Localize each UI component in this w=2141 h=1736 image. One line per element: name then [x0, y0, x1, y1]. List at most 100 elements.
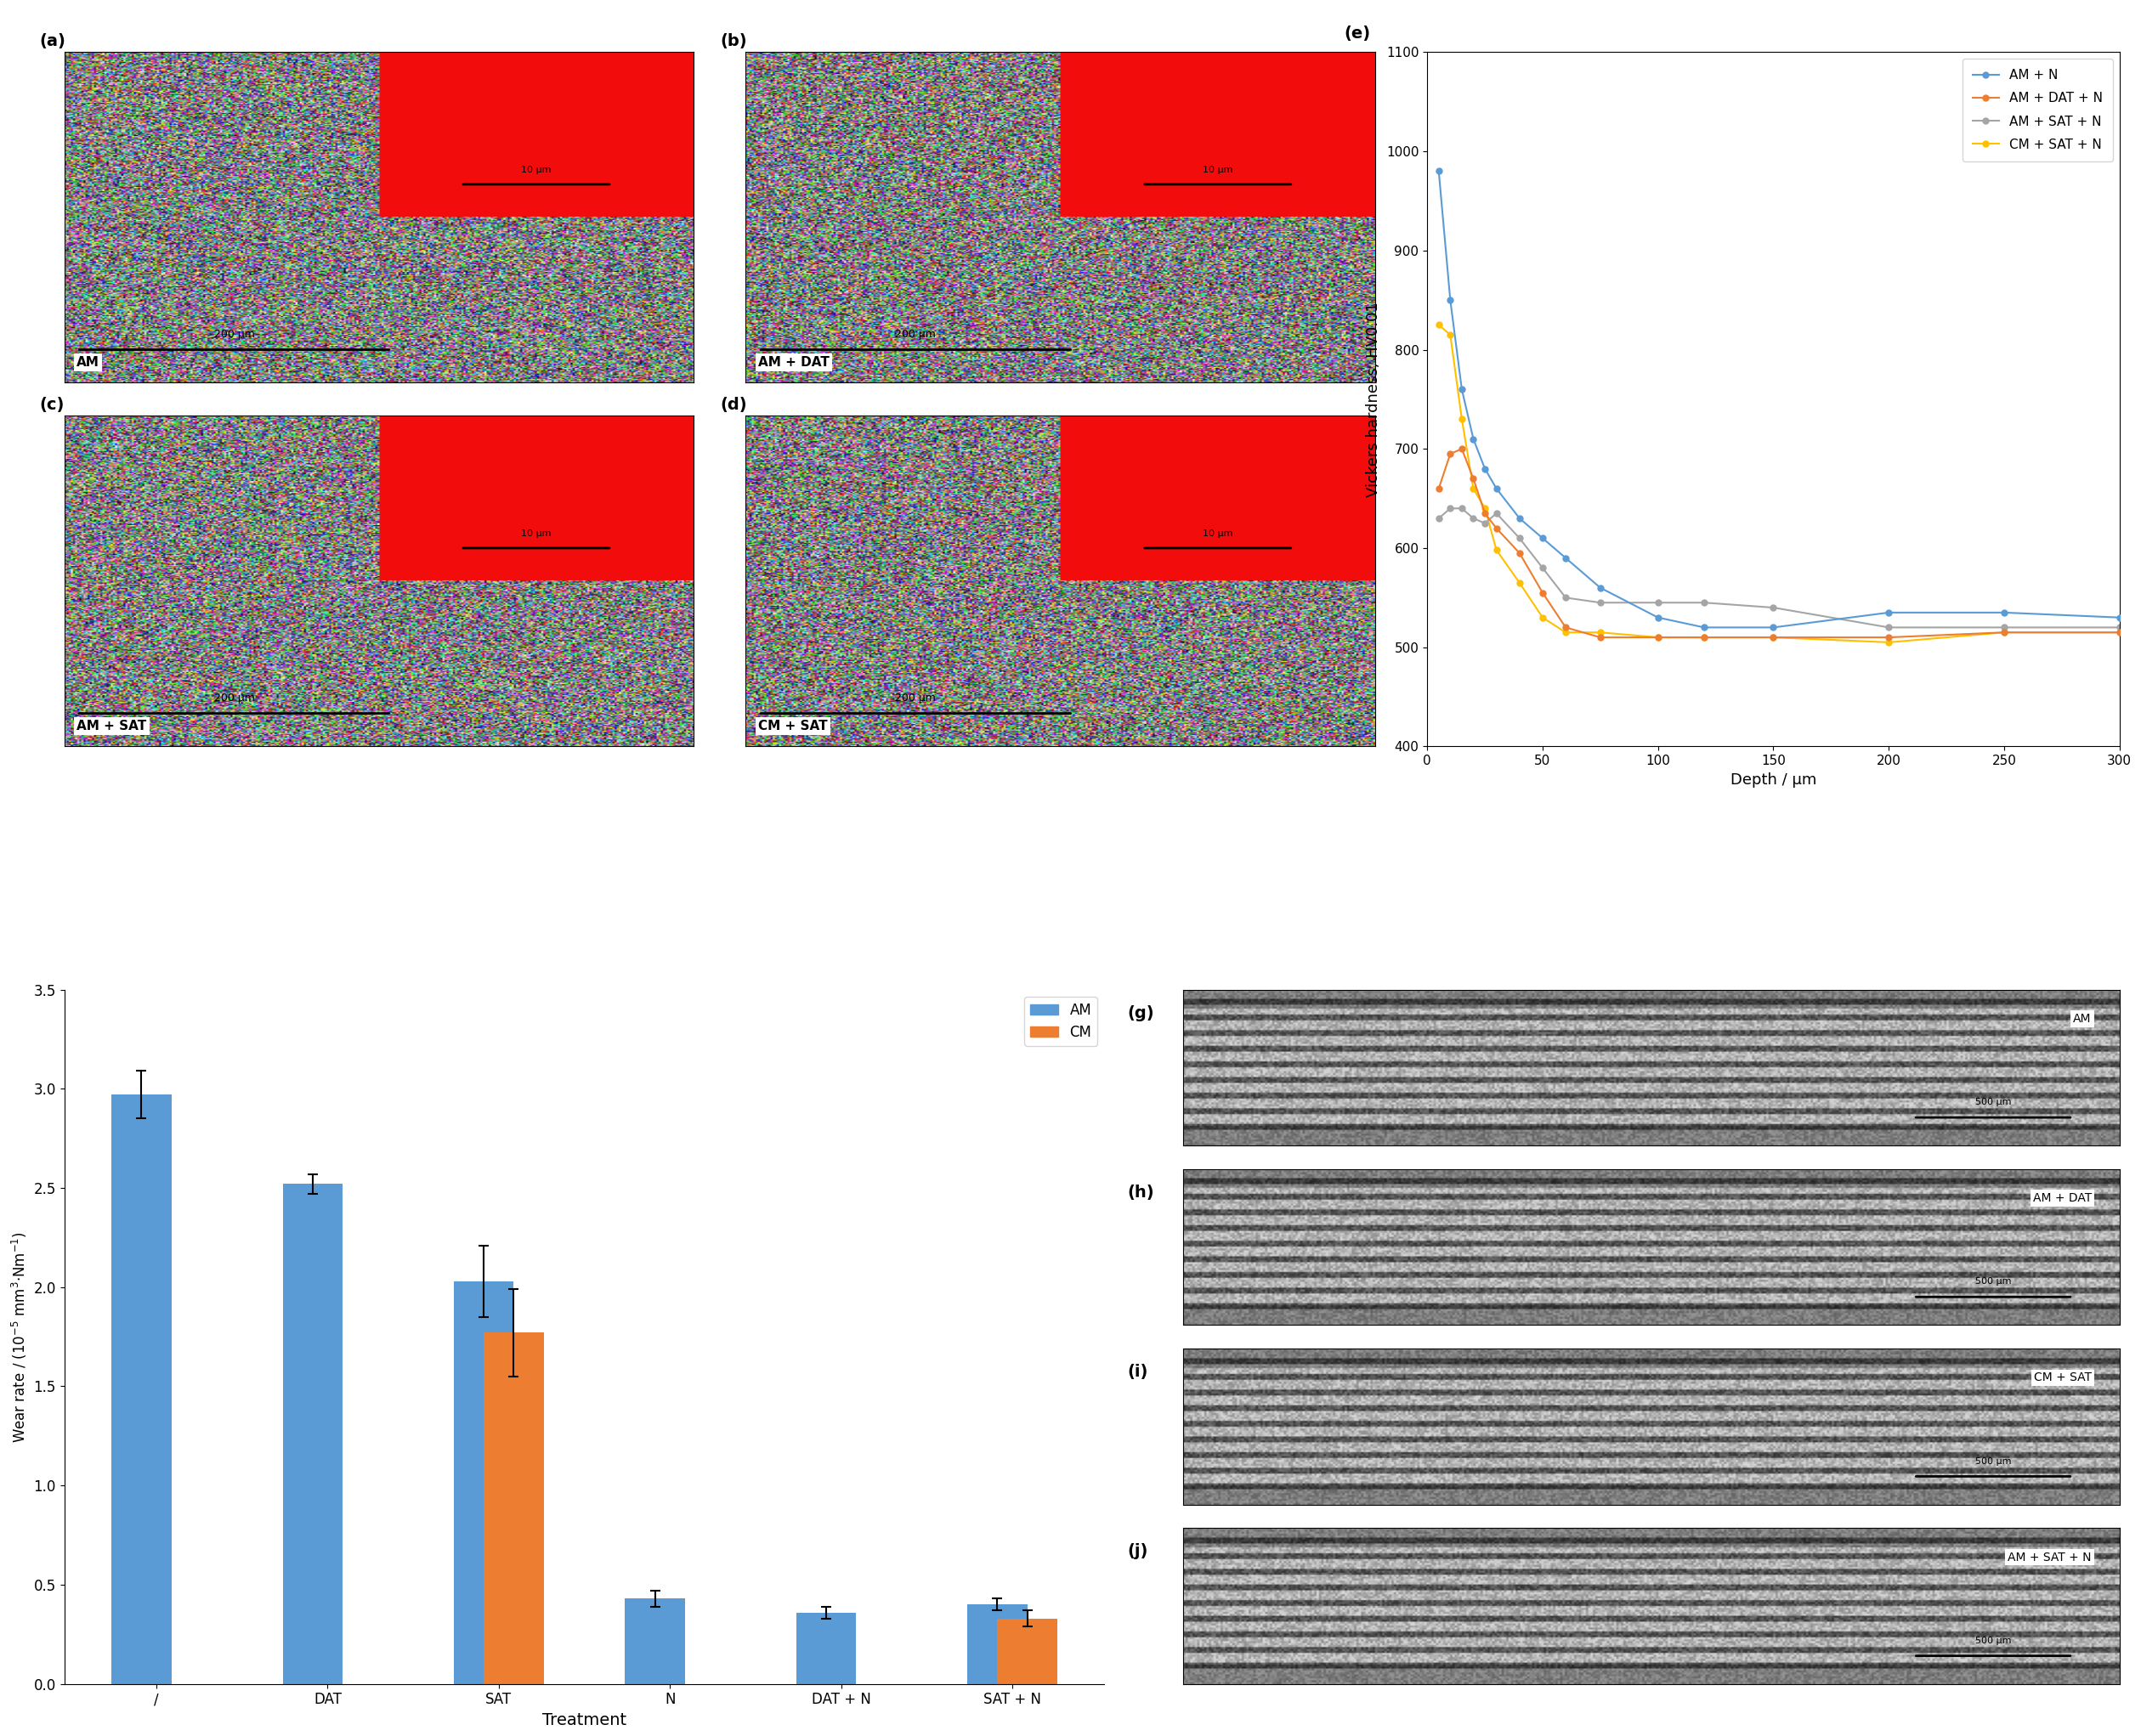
Text: (h): (h)	[1128, 1184, 1154, 1201]
AM + SAT + N	[1437, 498, 1462, 519]
CM + SAT + N	[1507, 573, 1533, 594]
AM + DAT + N	[1460, 469, 1486, 490]
AM + N	[1691, 616, 1717, 637]
X-axis label: Treatment: Treatment	[542, 1712, 627, 1729]
AM + N	[1449, 378, 1475, 399]
AM + SAT + N	[1691, 592, 1717, 613]
CM + SAT + N	[1426, 314, 1452, 335]
Bar	[111, 1095, 171, 1684]
Text: (a): (a)	[39, 33, 64, 49]
CM + SAT + N	[1586, 621, 1612, 642]
AM + DAT + N	[1991, 621, 2017, 642]
Text: 200 μm: 200 μm	[895, 693, 936, 703]
Text: 200 μm: 200 μm	[214, 328, 255, 340]
Text: 10 μm: 10 μm	[1203, 167, 1233, 174]
AM + SAT + N	[1507, 528, 1533, 549]
Text: (i): (i)	[1128, 1364, 1148, 1380]
AM + SAT + N	[1586, 592, 1612, 613]
Text: AM + SAT + N: AM + SAT + N	[2008, 1552, 2092, 1562]
AM + N	[1426, 161, 1452, 182]
Bar	[796, 1613, 856, 1684]
Bar	[998, 1618, 1058, 1684]
CM + SAT + N	[1991, 621, 2017, 642]
AM + N	[1991, 602, 2017, 623]
Text: AM + SAT: AM + SAT	[77, 720, 148, 733]
Bar	[283, 1184, 343, 1684]
AM + N	[1531, 528, 1557, 549]
Text: (b): (b)	[722, 33, 747, 49]
AM + DAT + N	[1760, 627, 1786, 648]
AM + N	[1473, 458, 1499, 479]
Y-axis label: Wear rate / (10$^{-5}$ mm$^{3}$·Nm$^{-1}$): Wear rate / (10$^{-5}$ mm$^{3}$·Nm$^{-1}…	[11, 1231, 28, 1443]
AM + SAT + N	[1531, 557, 1557, 578]
AM + N	[1507, 509, 1533, 529]
AM + N	[1644, 608, 1670, 628]
CM + SAT + N	[1691, 627, 1717, 648]
Text: 200 μm: 200 μm	[895, 328, 936, 340]
Text: 10 μm: 10 μm	[520, 529, 552, 538]
Bar	[454, 1281, 514, 1684]
AM + N	[1552, 547, 1578, 568]
AM + DAT + N	[1644, 627, 1670, 648]
Text: (g): (g)	[1128, 1005, 1154, 1021]
AM + SAT + N	[1552, 587, 1578, 608]
AM + SAT + N	[1460, 509, 1486, 529]
AM + DAT + N	[1437, 443, 1462, 464]
AM + DAT + N	[1691, 627, 1717, 648]
AM + DAT + N	[1484, 517, 1509, 538]
Text: AM: AM	[2072, 1012, 2092, 1024]
Legend: AM + N, AM + DAT + N, AM + SAT + N, CM + SAT + N: AM + N, AM + DAT + N, AM + SAT + N, CM +…	[1963, 59, 2113, 161]
CM + SAT + N	[1473, 498, 1499, 519]
AM + DAT + N	[2107, 621, 2132, 642]
Text: (d): (d)	[722, 396, 747, 413]
X-axis label: Depth / μm: Depth / μm	[1730, 773, 1816, 788]
CM + SAT + N	[1644, 627, 1670, 648]
Line: AM + DAT + N: AM + DAT + N	[1437, 446, 2122, 641]
AM + SAT + N	[1484, 503, 1509, 524]
Bar	[625, 1599, 685, 1684]
CM + SAT + N	[1531, 608, 1557, 628]
AM + DAT + N	[1531, 582, 1557, 602]
CM + SAT + N	[1449, 408, 1475, 429]
Bar	[484, 1333, 544, 1684]
AM + DAT + N	[1552, 616, 1578, 637]
Text: CM + SAT: CM + SAT	[2034, 1371, 2092, 1384]
Text: 10 μm: 10 μm	[520, 167, 552, 174]
AM + SAT + N	[1426, 509, 1452, 529]
Text: AM + DAT: AM + DAT	[2032, 1193, 2092, 1205]
Line: CM + SAT + N: CM + SAT + N	[1437, 321, 2122, 646]
AM + DAT + N	[1507, 543, 1533, 564]
Text: 500 μm: 500 μm	[1976, 1099, 2010, 1106]
Text: CM + SAT: CM + SAT	[758, 720, 829, 733]
Y-axis label: Vickers hardness, HV0.01: Vickers hardness, HV0.01	[1366, 302, 1381, 496]
AM + N	[1484, 477, 1509, 498]
AM + N	[1437, 290, 1462, 311]
CM + SAT + N	[1760, 627, 1786, 648]
AM + SAT + N	[1473, 512, 1499, 533]
Text: 500 μm: 500 μm	[1976, 1278, 2010, 1286]
Bar	[968, 1604, 1028, 1684]
Text: (j): (j)	[1128, 1543, 1148, 1559]
AM + N	[1760, 616, 1786, 637]
Text: 200 μm: 200 μm	[214, 693, 255, 703]
AM + DAT + N	[1473, 503, 1499, 524]
AM + SAT + N	[1760, 597, 1786, 618]
Text: 500 μm: 500 μm	[1976, 1637, 2010, 1646]
Text: (c): (c)	[39, 396, 64, 413]
AM + N	[1586, 578, 1612, 599]
Text: (e): (e)	[1345, 26, 1370, 42]
CM + SAT + N	[1437, 325, 1462, 345]
AM + SAT + N	[2107, 616, 2132, 637]
CM + SAT + N	[1460, 477, 1486, 498]
CM + SAT + N	[1552, 621, 1578, 642]
AM + SAT + N	[1644, 592, 1670, 613]
AM + DAT + N	[1426, 477, 1452, 498]
Text: AM: AM	[77, 356, 101, 368]
CM + SAT + N	[2107, 621, 2132, 642]
AM + DAT + N	[1449, 439, 1475, 460]
AM + N	[2107, 608, 2132, 628]
Text: AM + DAT: AM + DAT	[758, 356, 829, 368]
AM + N	[1460, 429, 1486, 450]
AM + DAT + N	[1586, 627, 1612, 648]
CM + SAT + N	[1484, 540, 1509, 561]
